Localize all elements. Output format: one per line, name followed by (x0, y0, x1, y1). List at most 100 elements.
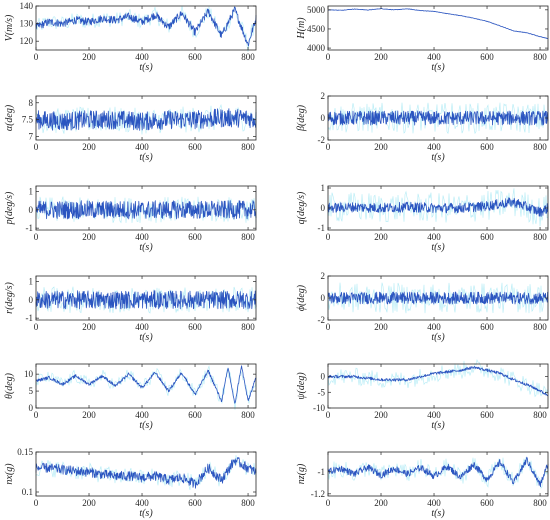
y-tick-label-3-1: 7.5 (22, 115, 34, 125)
x-axis-label-4: t(s) (431, 152, 445, 163)
y-tick-label-11-0: 0.1 (22, 487, 33, 497)
y-tick-label-10-2: 0 (321, 372, 326, 382)
x-tick-label-1-200: 200 (82, 52, 96, 62)
x-tick-label-12-600: 600 (480, 498, 494, 508)
panel-3: 0 200 400 600 800 7 7.5 8 t(s) α(deg) (4, 95, 257, 163)
x-axis-label-7: t(s) (139, 332, 153, 343)
x-tick-label-6-200: 200 (374, 232, 388, 242)
x-axis-label-3: t(s) (139, 152, 153, 163)
series-line-7 (35, 290, 257, 310)
x-tick-label-6-800: 800 (533, 232, 547, 242)
x-tick-label-8-0: 0 (326, 322, 331, 332)
y-tick-label-10-0: -10 (313, 403, 325, 413)
x-tick-label-3-400: 400 (135, 142, 149, 152)
x-tick-label-5-600: 600 (188, 232, 202, 242)
x-tick-label-8-800: 800 (533, 322, 547, 332)
x-axis-label-12: t(s) (431, 508, 445, 519)
y-tick-label-2-1: 4500 (307, 24, 326, 34)
x-tick-label-8-400: 400 (427, 322, 441, 332)
x-axis-label-5: t(s) (139, 242, 153, 253)
axes-box-2 (327, 5, 549, 51)
x-tick-label-2-600: 600 (480, 52, 494, 62)
x-axis-label-11: t(s) (139, 508, 153, 519)
x-tick-label-12-200: 200 (374, 498, 388, 508)
y-tick-label-5-0: -1 (26, 223, 34, 233)
y-axis-label-7: r(deg/s) (4, 282, 15, 314)
series-line-1 (35, 6, 257, 47)
x-tick-label-12-400: 400 (427, 498, 441, 508)
y-axis-label-8: ϕ(deg) (296, 284, 307, 311)
y-tick-label-11-1: 0.15 (17, 447, 33, 457)
x-tick-label-3-600: 600 (188, 142, 202, 152)
y-axis-label-9: θ(deg) (4, 372, 15, 399)
x-tick-label-10-200: 200 (374, 410, 388, 420)
series-line-6 (327, 197, 549, 217)
y-tick-label-5-2: 1 (29, 187, 34, 197)
y-tick-label-1-1: 130 (20, 19, 34, 29)
series-line-2 (327, 8, 549, 39)
y-tick-label-12-0: -1.2 (311, 489, 325, 499)
noise-band-10 (327, 359, 549, 398)
axes-box-5 (35, 185, 257, 231)
x-tick-label-7-600: 600 (188, 322, 202, 332)
y-tick-label-6-2: 1 (321, 183, 326, 193)
y-tick-label-4-1: 0 (321, 113, 326, 123)
series-line-9 (35, 365, 257, 404)
x-tick-label-9-0: 0 (34, 410, 39, 420)
series-line-4 (327, 110, 549, 126)
x-tick-label-3-0: 0 (34, 142, 39, 152)
y-tick-label-7-0: -1 (26, 313, 34, 323)
x-tick-label-5-0: 0 (34, 232, 39, 242)
axes-box-1 (35, 5, 257, 51)
x-tick-label-7-200: 200 (82, 322, 96, 332)
y-tick-label-4-2: 2 (321, 91, 326, 101)
series-line-10 (327, 366, 549, 397)
y-tick-label-3-0: 7 (29, 132, 34, 142)
x-tick-label-1-400: 400 (135, 52, 149, 62)
y-tick-label-1-0: 120 (20, 36, 34, 46)
y-tick-label-3-2: 8 (29, 98, 34, 108)
x-axis-label-6: t(s) (431, 242, 445, 253)
x-tick-label-9-800: 800 (241, 410, 255, 420)
y-axis-label-1: V(m/s) (4, 14, 15, 41)
x-tick-label-4-0: 0 (326, 142, 331, 152)
x-tick-label-10-600: 600 (480, 410, 494, 420)
x-tick-label-9-200: 200 (82, 410, 96, 420)
x-tick-label-9-600: 600 (188, 410, 202, 420)
x-tick-label-2-0: 0 (326, 52, 331, 62)
x-tick-label-6-400: 400 (427, 232, 441, 242)
y-tick-label-5-1: 0 (29, 205, 34, 215)
y-tick-label-7-1: 0 (29, 295, 34, 305)
x-tick-label-7-400: 400 (135, 322, 149, 332)
axes-box-9 (35, 363, 257, 409)
x-axis-label-1: t(s) (139, 62, 153, 73)
x-tick-label-8-200: 200 (374, 322, 388, 332)
y-tick-label-2-2: 5000 (307, 5, 326, 15)
x-tick-label-7-800: 800 (241, 322, 255, 332)
panel-2: 0 200 400 600 800 4000 4500 5000 t(s) H(m) (296, 5, 549, 73)
x-tick-label-2-200: 200 (374, 52, 388, 62)
x-tick-label-12-0: 0 (326, 498, 331, 508)
axes-box-3 (35, 95, 257, 141)
x-tick-label-5-800: 800 (241, 232, 255, 242)
series-line-5 (35, 200, 257, 220)
panel-1: 0 200 400 600 800 120 130 140 t(s) V(m/s) (4, 1, 257, 73)
noise-band-1 (35, 5, 257, 52)
x-tick-label-1-800: 800 (241, 52, 255, 62)
x-tick-label-10-0: 0 (326, 410, 331, 420)
y-tick-label-6-0: -1 (318, 223, 326, 233)
series-line-3 (35, 108, 257, 131)
x-tick-label-4-200: 200 (374, 142, 388, 152)
x-tick-label-9-400: 400 (135, 410, 149, 420)
panel-10: 0 200 400 600 800 -10 -5 0 t(s) ψ(deg) (296, 359, 549, 431)
panel-9: 0 200 400 600 800 0 5 10 t(s) θ(deg) (4, 363, 257, 431)
y-tick-label-7-2: 1 (29, 277, 34, 287)
x-tick-label-11-600: 600 (188, 498, 202, 508)
x-tick-label-6-0: 0 (326, 232, 331, 242)
y-axis-label-11: nx(g) (4, 463, 15, 485)
